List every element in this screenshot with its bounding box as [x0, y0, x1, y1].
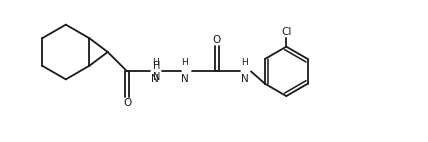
Text: H
N: H N: [153, 60, 160, 82]
Text: N: N: [152, 74, 159, 84]
Text: O: O: [213, 35, 221, 45]
Text: H: H: [241, 58, 248, 67]
Text: N: N: [241, 74, 249, 84]
Text: N: N: [181, 74, 189, 84]
Text: H: H: [181, 58, 188, 67]
Text: O: O: [123, 98, 131, 107]
Text: H: H: [152, 58, 158, 67]
Text: Cl: Cl: [281, 27, 291, 37]
